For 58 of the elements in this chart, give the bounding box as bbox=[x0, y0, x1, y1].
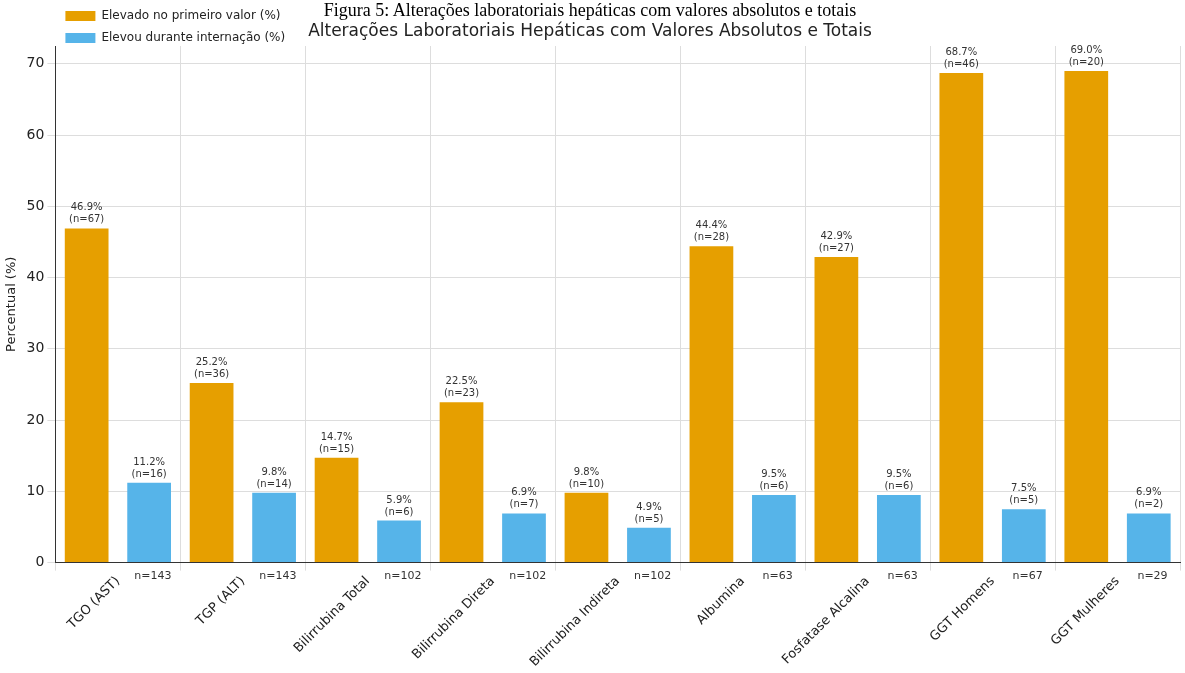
y-tick-label: 20 bbox=[26, 410, 45, 427]
data-label: 68.7% (n=46) bbox=[943, 46, 980, 70]
y-tick-label: 60 bbox=[26, 125, 45, 142]
y-axis-title: Percentual (%) bbox=[3, 256, 19, 352]
data-label: 22.5% (n=23) bbox=[443, 375, 480, 399]
legend-label: Elevado no primeiro valor (%) bbox=[101, 8, 281, 23]
bar bbox=[127, 482, 171, 563]
y-tick-label: 30 bbox=[26, 339, 45, 356]
data-label: 9.8% (n=10) bbox=[568, 465, 605, 489]
bar bbox=[752, 494, 796, 563]
text: n=67 bbox=[1012, 568, 1043, 582]
data-label: 6.9% (n=7) bbox=[509, 486, 539, 510]
y-tick-label: 50 bbox=[26, 196, 45, 213]
chart-title: Figura 5: Alterações laboratoriais hepáticas com valores absolutos e totais bbox=[323, 0, 857, 20]
y-tick-label: 0 bbox=[35, 553, 45, 570]
bar bbox=[377, 520, 421, 563]
bar bbox=[564, 492, 609, 563]
y-tick-label: 10 bbox=[26, 482, 45, 498]
text: n=143 bbox=[259, 568, 297, 582]
text: n=102 bbox=[384, 568, 422, 582]
data-label: 9.5% (n=6) bbox=[884, 467, 914, 491]
y-tick-label: 40 bbox=[26, 268, 45, 285]
data-label: 11.2% (n=16) bbox=[131, 455, 167, 479]
bar bbox=[876, 494, 921, 563]
text: n=63 bbox=[762, 568, 793, 582]
data-label: 14.7% (n=15) bbox=[318, 430, 355, 454]
data-label: 42.9% (n=27) bbox=[818, 229, 855, 253]
text: n=102 bbox=[509, 568, 547, 582]
legend-label: Elevou durante internação (%) bbox=[101, 30, 286, 45]
y-tick-label: 70 bbox=[26, 54, 45, 71]
data-label: 25.2% (n=36) bbox=[193, 356, 230, 380]
text: n=102 bbox=[634, 568, 672, 582]
bar bbox=[939, 73, 984, 563]
data-label: 44.4% (n=28) bbox=[693, 219, 730, 243]
data-label: 46.9% (n=67) bbox=[69, 201, 105, 225]
bar bbox=[439, 402, 484, 563]
data-label: 9.5% (n=6) bbox=[759, 467, 789, 491]
bar bbox=[189, 383, 234, 563]
data-label: 9.8% (n=14) bbox=[256, 465, 292, 489]
bar bbox=[689, 246, 734, 563]
bar bbox=[502, 513, 546, 563]
bar bbox=[1064, 70, 1109, 563]
bar bbox=[252, 492, 296, 563]
bar bbox=[814, 256, 859, 563]
text: n=63 bbox=[887, 568, 918, 582]
bar bbox=[314, 457, 359, 563]
data-label: 69.0% (n=20) bbox=[1068, 43, 1104, 67]
bar bbox=[1001, 509, 1046, 563]
text: n=29 bbox=[1137, 568, 1168, 582]
data-label: 7.5% (n=5) bbox=[1009, 482, 1039, 506]
bar bbox=[64, 228, 109, 563]
data-label: 6.9% (n=2) bbox=[1134, 486, 1164, 510]
bar bbox=[627, 527, 671, 563]
text: n=143 bbox=[134, 568, 172, 582]
data-label: 4.9% (n=5) bbox=[634, 500, 664, 524]
chart-subtitle: Alterações Laboratoriais Hepáticas com Valores Absolutos e Totais bbox=[308, 20, 872, 41]
bar bbox=[1126, 513, 1171, 563]
data-label: 5.9% (n=6) bbox=[384, 493, 414, 517]
